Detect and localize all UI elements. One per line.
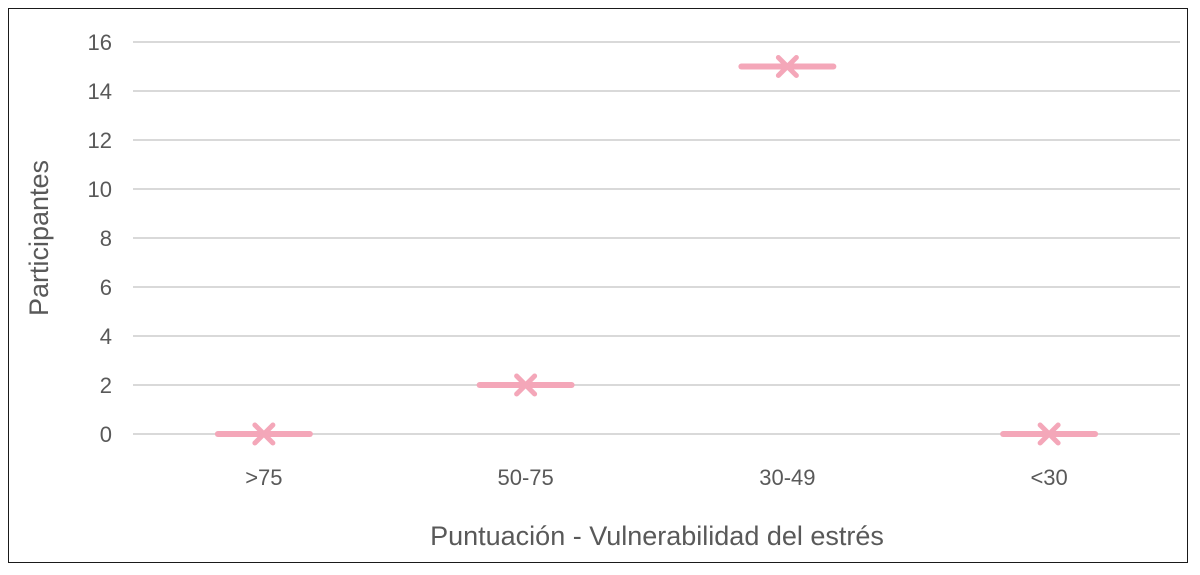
data-point — [476, 373, 575, 397]
data-point — [738, 55, 837, 78]
chart-frame — [8, 8, 1188, 563]
x-marker — [1037, 422, 1061, 446]
x-tick-label: 30-49 — [759, 465, 815, 490]
y-tick-label: 14 — [88, 79, 112, 104]
y-tick-label: 2 — [100, 373, 112, 398]
y-tick-label: 12 — [88, 128, 112, 153]
x-tick-label: <30 — [1030, 465, 1067, 490]
x-tick-label: >75 — [245, 465, 282, 490]
x-marker — [775, 55, 799, 78]
y-tick-label: 0 — [100, 422, 112, 447]
data-point — [214, 422, 313, 446]
y-tick-label: 10 — [88, 177, 112, 202]
data-markers — [214, 55, 1099, 446]
y-tick-label: 8 — [100, 226, 112, 251]
x-axis-title: Puntuación - Vulnerabilidad del estrés — [430, 521, 884, 551]
y-tick-label: 16 — [88, 30, 112, 55]
y-tick-label: 4 — [100, 324, 112, 349]
x-marker — [514, 373, 538, 397]
x-tick-labels: >75 50-75 30-49 <30 — [245, 465, 1068, 490]
x-tick-label: 50-75 — [497, 465, 553, 490]
y-tick-labels: 0 2 4 6 8 10 12 14 16 — [88, 30, 112, 447]
gridlines — [133, 41, 1180, 435]
x-marker — [252, 422, 276, 446]
y-tick-label: 6 — [100, 275, 112, 300]
data-point — [1000, 422, 1099, 446]
y-axis-title: Participantes — [24, 160, 54, 316]
